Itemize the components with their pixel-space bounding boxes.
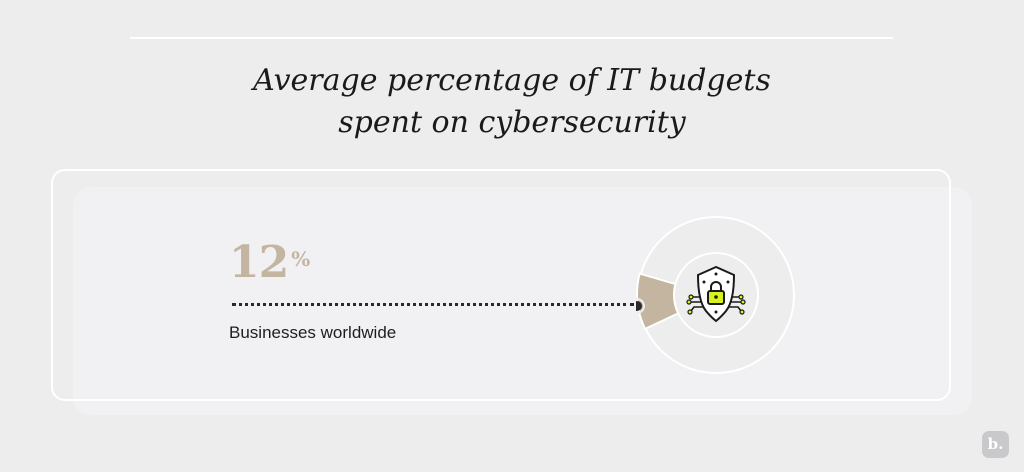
title-line-1: Average percentage of IT budgets <box>253 63 771 98</box>
stat-unit: % <box>291 247 310 271</box>
stat-card-outline <box>51 169 951 401</box>
shield-lock-icon <box>686 265 746 323</box>
chart-title: Average percentage of IT budgets spent o… <box>0 60 1024 144</box>
stat-label: Businesses worldwide <box>229 323 397 342</box>
dotted-connector <box>232 303 634 306</box>
stat-number: 12 <box>229 237 289 288</box>
radial-gauge <box>629 215 796 375</box>
stat-value: 12% <box>229 241 310 285</box>
title-line-2: spent on cybersecurity <box>338 105 686 140</box>
stat-card-background <box>73 187 972 415</box>
top-divider <box>130 37 893 39</box>
brand-logo: b. <box>982 431 1009 458</box>
